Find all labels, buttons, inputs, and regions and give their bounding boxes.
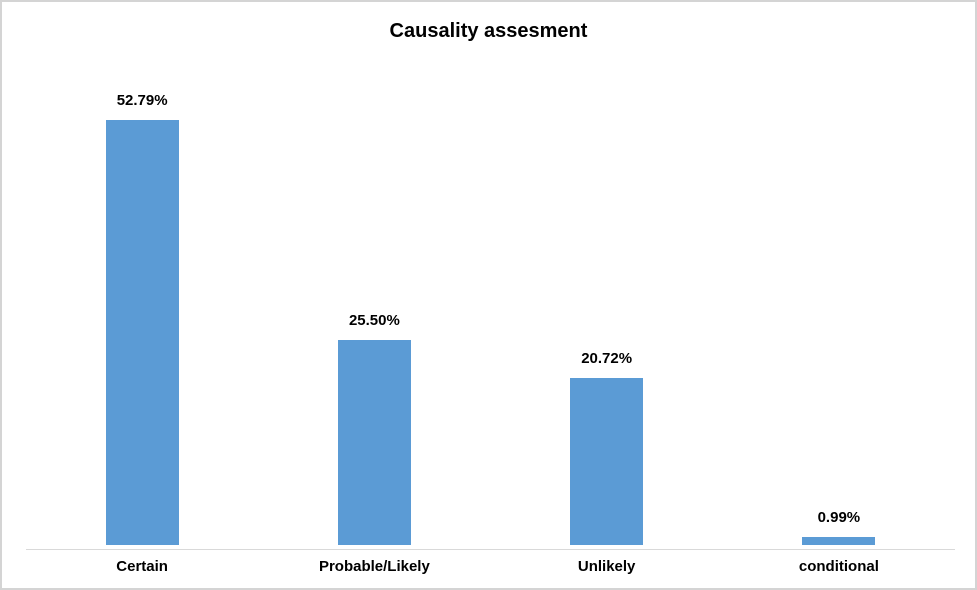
bar-group: 25.50% <box>258 312 490 545</box>
bar <box>105 120 179 545</box>
chart-title: Causality assesment <box>389 20 588 42</box>
bar-value-label: 25.50% <box>348 312 400 329</box>
category-label: Unlikely <box>577 558 636 575</box>
category-label: Certain <box>116 558 168 575</box>
bar <box>337 340 411 545</box>
bar-group: 52.79% <box>26 92 258 545</box>
bar-value-label: 52.79% <box>116 92 168 109</box>
category-label: Probable/Likely <box>318 558 430 575</box>
bar-value-label: 20.72% <box>581 350 633 367</box>
bar-value-label: 0.99% <box>817 509 861 526</box>
bar-group: 20.72% <box>491 350 723 545</box>
x-axis-line <box>26 549 955 550</box>
bar <box>802 537 876 545</box>
bar <box>570 378 644 545</box>
category-label: conditional <box>798 558 879 575</box>
bar-group: 0.99% <box>723 509 955 545</box>
